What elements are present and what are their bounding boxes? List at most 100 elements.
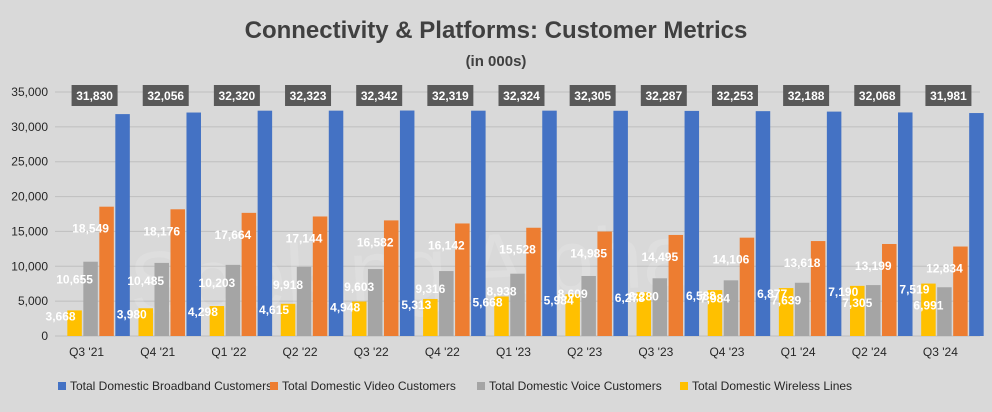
data-label: 10,203	[199, 276, 236, 290]
data-label: 32,188	[788, 89, 825, 103]
bar	[565, 294, 580, 336]
bar	[67, 310, 82, 336]
bar	[850, 285, 865, 336]
data-label-box	[498, 85, 545, 106]
y-tick-label: 25,000	[11, 155, 48, 169]
legend-item: Total Domestic Video Customers	[270, 379, 456, 393]
bar	[328, 110, 344, 337]
data-label-box	[711, 85, 758, 106]
bar	[707, 290, 723, 336]
x-tick-label: Q2 '22	[283, 345, 318, 359]
bar	[99, 206, 114, 336]
bar	[810, 241, 826, 336]
bar	[826, 111, 842, 336]
bar	[921, 283, 936, 336]
y-tick-label: 20,000	[11, 190, 48, 204]
bar	[866, 285, 881, 336]
data-label: 10,485	[127, 274, 164, 288]
x-tick-label: Q2 '23	[567, 345, 602, 359]
data-label: 18,176	[143, 224, 180, 238]
data-label: 16,142	[428, 238, 465, 252]
bar	[225, 264, 241, 336]
bar	[209, 306, 225, 336]
data-label-box	[142, 85, 189, 106]
data-label: 7,190	[828, 285, 858, 299]
bar	[257, 110, 273, 336]
bar	[597, 231, 612, 336]
data-label: 32,287	[645, 89, 682, 103]
legend-label: Total Domestic Broadband Customers	[70, 379, 272, 393]
data-label: 4,298	[188, 305, 218, 319]
y-tick-label: 0	[41, 329, 48, 343]
x-tick-label: Q4 '23	[709, 345, 744, 359]
data-labels: 31,830 18,549 10,655 3,668 32,056 18,176 10,48…	[46, 85, 972, 323]
data-label-box	[925, 85, 972, 106]
data-label-box	[356, 85, 403, 106]
y-tick-label: 10,000	[11, 259, 48, 273]
bar	[455, 223, 470, 336]
data-label: 32,056	[147, 89, 184, 103]
legend-label: Total Domestic Voice Customers	[489, 379, 662, 393]
data-label: 14,495	[641, 250, 678, 264]
data-label: 3,980	[117, 307, 147, 321]
bar	[115, 114, 130, 336]
data-label: 17,144	[286, 231, 323, 245]
x-tick-label: Q3 '23	[638, 345, 673, 359]
data-label: 7,305	[842, 296, 872, 310]
legend-label: Total Domestic Wireless Lines	[692, 379, 852, 393]
legend-swatch	[477, 382, 485, 390]
data-label: 6,278	[615, 291, 645, 305]
bar	[280, 303, 296, 336]
bar	[542, 110, 557, 336]
x-tick-label: Q3 '24	[923, 345, 958, 359]
x-tick-label: Q1 '23	[496, 345, 531, 359]
x-axis: Q3 '21 Q4 '21 Q1 '22 Q2 '22 Q3 '22 Q4 '22 Q1 '…	[69, 345, 958, 359]
data-label: 9,918	[273, 278, 303, 292]
data-label: 3,668	[46, 309, 76, 323]
bar	[471, 110, 486, 336]
legend-item: Total Domestic Voice Customers	[477, 379, 662, 393]
bar	[882, 243, 897, 336]
bar	[778, 288, 794, 336]
gridlines	[55, 91, 980, 337]
data-label: 8,280	[629, 289, 659, 303]
data-label-box	[640, 85, 687, 106]
bar	[581, 275, 596, 336]
data-label-box	[213, 85, 260, 106]
bar	[83, 261, 98, 336]
bar	[652, 278, 668, 336]
data-label: 9,316	[415, 282, 445, 296]
data-label: 9,603	[344, 280, 374, 294]
x-tick-label: Q1 '22	[211, 345, 246, 359]
bar	[636, 292, 652, 336]
data-label: 6,588	[686, 289, 716, 303]
legend-label: Total Domestic Video Customers	[282, 379, 456, 393]
bar	[969, 113, 984, 336]
bar	[668, 234, 684, 336]
bar	[399, 110, 415, 336]
data-label: 17,664	[215, 228, 252, 242]
x-tick-label: Q4 '22	[425, 345, 460, 359]
data-label: 32,068	[859, 89, 896, 103]
data-label-box	[427, 85, 474, 106]
bar	[312, 216, 328, 336]
bar	[898, 112, 913, 336]
data-label: 15,528	[499, 243, 536, 257]
data-label: 32,342	[361, 89, 398, 103]
bar	[494, 296, 509, 336]
x-tick-label: Q1 '24	[781, 345, 816, 359]
bar	[186, 112, 201, 336]
data-label-box	[285, 85, 332, 106]
data-label: 8,609	[558, 287, 588, 301]
y-tick-label: 15,000	[11, 224, 48, 238]
data-label: 16,582	[357, 235, 394, 249]
bar	[937, 287, 952, 336]
data-label: 5,984	[544, 293, 574, 307]
bar	[367, 269, 383, 336]
chart-title: Connectivity & Platforms: Customer Metri…	[245, 17, 748, 44]
data-label: 6,877	[757, 287, 787, 301]
y-axis: 0 5,000 10,000 15,000 20,000 25,000 30,000 35,0…	[11, 85, 48, 343]
data-label: 32,319	[432, 89, 469, 103]
